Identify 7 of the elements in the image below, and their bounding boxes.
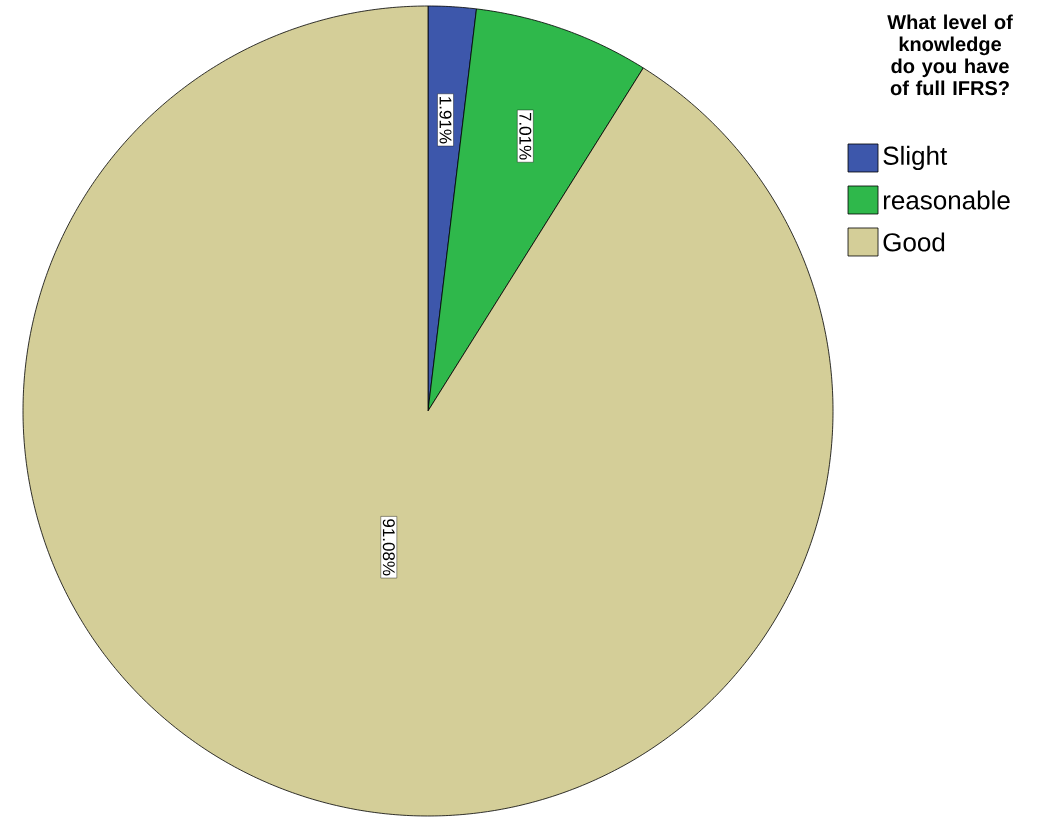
data-label: 7.01% — [519, 112, 532, 160]
legend-label: Slight — [883, 145, 948, 171]
legend-title: What level of knowledge do you have of full IFRS? — [887, 14, 1013, 96]
legend-label: reasonable — [883, 190, 1010, 210]
data-label: 91.08% — [382, 519, 395, 576]
legend-label: Good — [883, 232, 945, 252]
data-label: 1.91% — [439, 97, 452, 144]
